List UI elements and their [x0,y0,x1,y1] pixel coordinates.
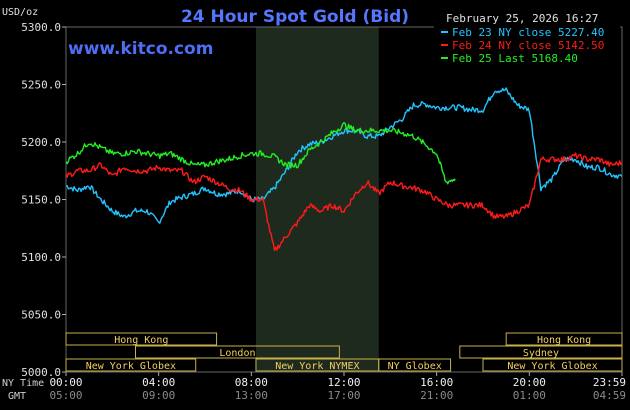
x-tick-label-ny: 23:59 [593,376,626,389]
nymex-shade-layer [255,27,379,372]
legend-entry: Feb 24 NY close 5142.50 [452,39,604,52]
y-tick-label: 5050.0 [21,309,61,322]
session-label: New York Globex [507,361,597,372]
x-tick-label-gmt: 17:00 [327,389,360,402]
x-tick-label-gmt: 09:00 [142,389,175,402]
ny-time-label: NY Time [2,378,44,389]
session-bar [482,358,623,372]
x-tick-label-ny: 00:00 [49,376,82,389]
x-tick-label-gmt: 05:00 [49,389,82,402]
x-tick-label-ny: 12:00 [327,376,360,389]
session-bar [505,332,623,346]
chart-timestamp: February 25, 2026 16:27 [446,12,598,25]
series-layer [65,87,623,251]
session-label: New York Globex [86,361,176,372]
legend-box [434,25,620,69]
y-tick-label: 5200.0 [21,136,61,149]
x-tick-label-gmt: 13:00 [235,389,268,402]
session-label: NY Globex [388,361,442,372]
session-label: New York NYMEX [275,361,359,372]
gmt-label: GMT [8,391,26,402]
x-tick-label-ny: 08:00 [235,376,268,389]
session-label: London [219,348,255,359]
x-tick-label-gmt: 21:00 [420,389,453,402]
session-label: Sydney [523,348,559,359]
session-bar [135,345,340,359]
x-tick-label-ny: 04:00 [142,376,175,389]
y-tick-label: 5250.0 [21,79,61,92]
chart-title: 24 Hour Spot Gold (Bid) [181,7,409,27]
session-bar [65,332,218,346]
x-tick-label-ny: 16:00 [420,376,453,389]
x-tick-label-gmt: 01:00 [513,389,546,402]
session-label: Hong Kong [537,335,591,346]
legend-entry: Feb 25 Last 5168.40 [452,52,578,65]
series-line-2 [65,152,623,251]
series-line-3 [65,121,456,185]
series-line-1 [66,87,623,224]
unit-label: USD/oz [2,7,38,18]
watermark-link[interactable]: www.kitco.com [68,39,213,59]
y-tick-label: 5000.0 [21,366,61,379]
market-sessions: Hong Kong Hong Kong London Sydney New York G… [65,332,623,372]
legend-entry: Feb 23 NY close 5227.40 [452,26,604,39]
y-axis: 5300.0 5250.0 5200.0 5150.0 5100.0 5050.0 5000… [21,21,66,379]
session-bar [65,358,197,372]
x-tick-label-ny: 20:00 [513,376,546,389]
session-bar [378,358,452,372]
y-tick-label: 5150.0 [21,194,61,207]
x-tick-label-gmt: 04:59 [593,389,626,402]
y-tick-label: 5100.0 [21,251,61,264]
session-label: Hong Kong [114,335,168,346]
y-tick-label: 5300.0 [21,21,61,34]
nymex-shade [255,27,379,372]
session-bar [459,345,623,359]
